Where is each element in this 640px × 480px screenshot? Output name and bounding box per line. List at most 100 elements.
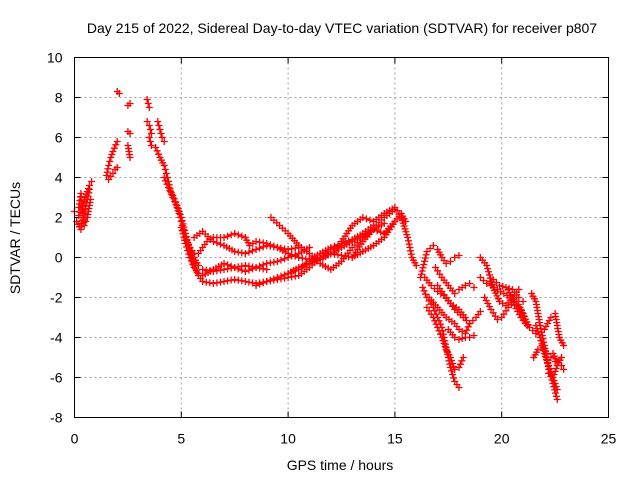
- data-point: [256, 280, 264, 288]
- data-point: [85, 186, 93, 193]
- y-tick-label: -8: [50, 410, 63, 426]
- data-point: [423, 248, 431, 255]
- data-point: [536, 334, 544, 341]
- data-point: [521, 320, 529, 327]
- data-point: [534, 328, 542, 335]
- data-point: [508, 295, 516, 303]
- data-point: [546, 365, 554, 372]
- data-point: [273, 274, 281, 281]
- x-tick-label: 5: [177, 431, 185, 447]
- data-point: [451, 254, 459, 261]
- data-point: [421, 254, 429, 262]
- data-point: [112, 141, 120, 149]
- data-point: [470, 284, 478, 291]
- y-tick-label: 4: [55, 170, 63, 186]
- data-point: [455, 364, 463, 371]
- data-point: [157, 130, 165, 137]
- data-point: [419, 264, 427, 272]
- data-point: [313, 255, 321, 263]
- data-point: [143, 96, 151, 103]
- data-point: [330, 242, 338, 250]
- data-point: [550, 371, 558, 378]
- data-point: [537, 337, 545, 345]
- data-point: [231, 248, 239, 255]
- data-point: [158, 134, 166, 141]
- data-point: [450, 363, 458, 370]
- data-point: [461, 282, 469, 289]
- data-point: [213, 239, 221, 247]
- data-point: [485, 271, 493, 279]
- data-point: [155, 150, 163, 158]
- data-point: [234, 265, 242, 273]
- data-point: [152, 144, 160, 151]
- data-point: [231, 264, 239, 271]
- data-point: [327, 244, 335, 251]
- data-point: [227, 231, 235, 239]
- data-point: [220, 266, 228, 273]
- data-point: [544, 320, 552, 327]
- data-point: [245, 248, 253, 256]
- data-point: [309, 256, 317, 264]
- data-point: [451, 366, 459, 373]
- data-point: [525, 324, 533, 331]
- data-point: [162, 177, 170, 185]
- data-point: [270, 258, 278, 266]
- data-point: [249, 265, 256, 273]
- data-point: [459, 314, 467, 321]
- y-tick-label: 2: [55, 210, 63, 226]
- data-point: [103, 172, 111, 179]
- data-point: [160, 174, 168, 181]
- data-point: [553, 396, 561, 403]
- data-point: [199, 278, 207, 285]
- data-point: [291, 267, 299, 275]
- data-point: [175, 208, 183, 215]
- data-point: [432, 320, 440, 328]
- data-point: [334, 241, 342, 249]
- data-point: [238, 266, 246, 274]
- data-point: [443, 347, 451, 355]
- data-point: [277, 272, 285, 280]
- data-point: [277, 256, 285, 264]
- data-point: [179, 220, 187, 228]
- x-tick-labels: 0 5 10 15 20 25: [71, 431, 617, 447]
- data-point: [451, 334, 459, 341]
- data-point: [193, 268, 201, 276]
- data-point: [109, 170, 117, 177]
- data-point: [493, 316, 501, 323]
- data-point: [220, 278, 228, 285]
- data-point: [305, 258, 313, 265]
- data-point: [291, 244, 299, 252]
- data-point: [451, 290, 459, 297]
- chart-title: Day 215 of 2022, Sidereal Day-to-day VTE…: [87, 20, 597, 36]
- data-point: [466, 334, 474, 341]
- data-point: [153, 147, 161, 155]
- data-point: [87, 196, 95, 203]
- data-point: [259, 243, 267, 251]
- data-point: [252, 238, 260, 245]
- data-point: [438, 334, 446, 341]
- data-point: [429, 314, 437, 321]
- data-point: [209, 280, 217, 287]
- data-point: [241, 250, 249, 257]
- data-point: [421, 257, 429, 265]
- data-point: [143, 118, 151, 125]
- data-point: [103, 168, 111, 176]
- data-point: [486, 274, 494, 282]
- data-point: [345, 253, 353, 261]
- data-point: [464, 323, 472, 331]
- data-point: [82, 218, 90, 225]
- data-point: [514, 301, 522, 308]
- data-point: [516, 304, 524, 311]
- data-point: [504, 304, 512, 311]
- data-point: [305, 244, 313, 251]
- data-point: [281, 255, 289, 263]
- data-point: [284, 250, 292, 257]
- data-point: [484, 300, 492, 307]
- data-point: [169, 192, 177, 199]
- data-point: [288, 251, 296, 259]
- data-point: [288, 245, 296, 253]
- data-point: [231, 230, 239, 237]
- data-point: [162, 170, 170, 177]
- data-point: [323, 251, 331, 259]
- data-point: [483, 262, 491, 269]
